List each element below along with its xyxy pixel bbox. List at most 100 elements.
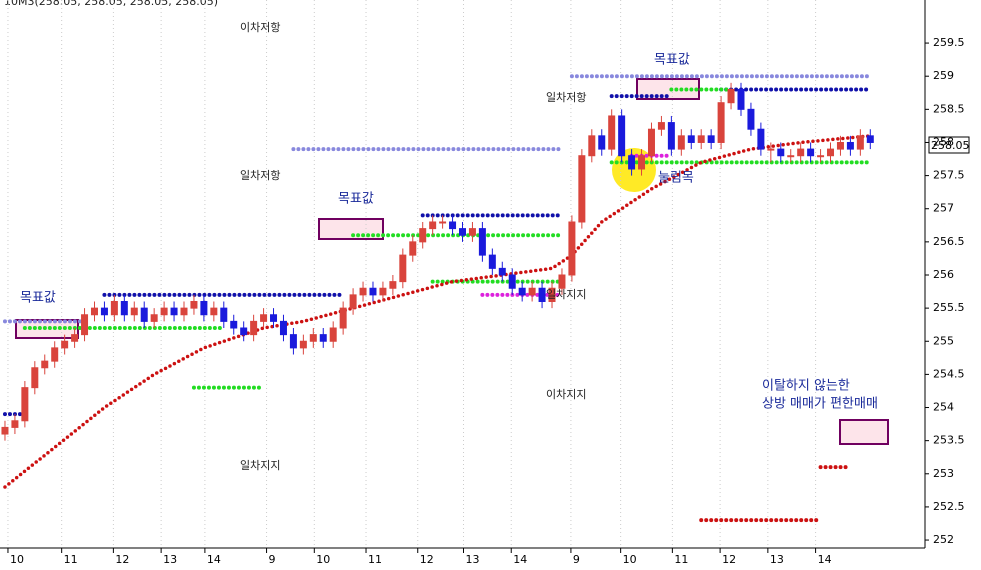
candle-body [200, 300, 208, 316]
candle-body [727, 88, 735, 104]
candle-body [578, 155, 586, 223]
x-tick-label: 13 [770, 553, 784, 566]
y-tick-label: 254.5 [933, 367, 965, 380]
candle-body [289, 334, 297, 349]
y-tick-label: 253 [933, 467, 954, 480]
candle-body [339, 307, 347, 329]
candle-body [319, 334, 327, 342]
candle-body [518, 287, 526, 296]
candle-body [130, 307, 138, 316]
header: 10M3(258.05, 258.05, 258.05, 258.05) [4, 0, 218, 8]
candle-body [270, 314, 278, 322]
candle-body [767, 148, 775, 151]
target-box [839, 419, 889, 445]
candle-body [21, 387, 29, 422]
x-tick-label: 13 [163, 553, 177, 566]
candle-body [359, 287, 367, 296]
candle-body [548, 287, 556, 302]
candle-body [608, 115, 616, 150]
candle-body [11, 420, 19, 428]
candle-body [120, 300, 128, 316]
annotation: 일차지지 [240, 458, 280, 472]
candle-body [41, 360, 49, 369]
candle-body [399, 254, 407, 283]
x-tick-label: 12 [420, 553, 434, 566]
candle-body [638, 155, 646, 170]
x-tick-label: 11 [64, 553, 78, 566]
candle-body [439, 221, 447, 224]
y-tick-label: 253.5 [933, 434, 965, 447]
candle-body [856, 135, 864, 150]
x-tick-label: 11 [368, 553, 382, 566]
candle-body [110, 300, 118, 316]
y-tick-label: 255.5 [933, 301, 965, 314]
y-tick-label: 252.5 [933, 500, 965, 513]
candle-body [657, 122, 665, 130]
candle-body [140, 307, 148, 322]
candle-body [150, 314, 158, 322]
x-tick-label: 11 [674, 553, 688, 566]
x-tick-label: 14 [513, 553, 527, 566]
candle-body [379, 287, 387, 296]
candle-body [866, 135, 874, 143]
candle-body [628, 155, 636, 170]
x-tick-label: 10 [316, 553, 330, 566]
annotation: 목표값 [20, 291, 56, 306]
target-box [636, 78, 700, 100]
candle-body [449, 221, 457, 230]
candle-body [817, 155, 825, 158]
candle-body [687, 135, 695, 143]
candle-body [459, 228, 466, 236]
x-tick-label: 14 [818, 553, 832, 566]
candle-body [409, 241, 417, 256]
candle-body [538, 287, 546, 302]
annotation: 눌림목 [658, 171, 694, 186]
candle-body [677, 135, 685, 150]
annotation: 상방 매매가 편한매매 [762, 397, 878, 412]
candle-body [419, 228, 427, 243]
candle-body [797, 148, 805, 157]
candle-body [707, 135, 715, 143]
candle-body [498, 267, 506, 276]
candle-body [240, 327, 248, 336]
annotation: 목표값 [654, 53, 690, 68]
candle-body [737, 88, 745, 110]
annotation: 일차저항 [240, 168, 280, 182]
candle-body [618, 115, 626, 157]
annotation: 목표값 [338, 192, 374, 207]
candle-body [250, 320, 258, 336]
candle-body [647, 128, 655, 157]
y-tick-label: 257.5 [933, 169, 965, 182]
candle-body [100, 307, 108, 316]
candle-body [568, 221, 576, 276]
candle-body [90, 307, 98, 316]
candle-body [71, 334, 79, 342]
candle-body [697, 135, 705, 143]
candle-body [478, 228, 486, 256]
candle-body [717, 102, 725, 143]
candle-body [598, 135, 606, 150]
x-tick-label: 9 [573, 553, 580, 566]
y-tick-label: 256 [933, 268, 954, 281]
candle-body [1, 426, 9, 435]
candle-body [508, 274, 516, 289]
annotation: 이차지지 [546, 388, 586, 401]
target-box [15, 319, 79, 339]
y-tick-label: 259.5 [933, 36, 965, 49]
candle-body [31, 367, 39, 389]
y-tick-label: 258.5 [933, 102, 965, 115]
y-tick-label: 255 [933, 334, 954, 347]
candle-body [389, 281, 397, 289]
x-tick-label: 10 [10, 553, 24, 566]
last-price: 258.05 [931, 139, 970, 152]
candle-body [61, 340, 69, 349]
candle-body [558, 274, 566, 289]
candle-body [807, 148, 815, 157]
y-tick-label: 257 [933, 202, 954, 215]
annotation: 일차지지 [546, 287, 586, 301]
overlay-line [3, 134, 873, 489]
candle-body [787, 155, 795, 158]
candle-body [667, 122, 675, 150]
